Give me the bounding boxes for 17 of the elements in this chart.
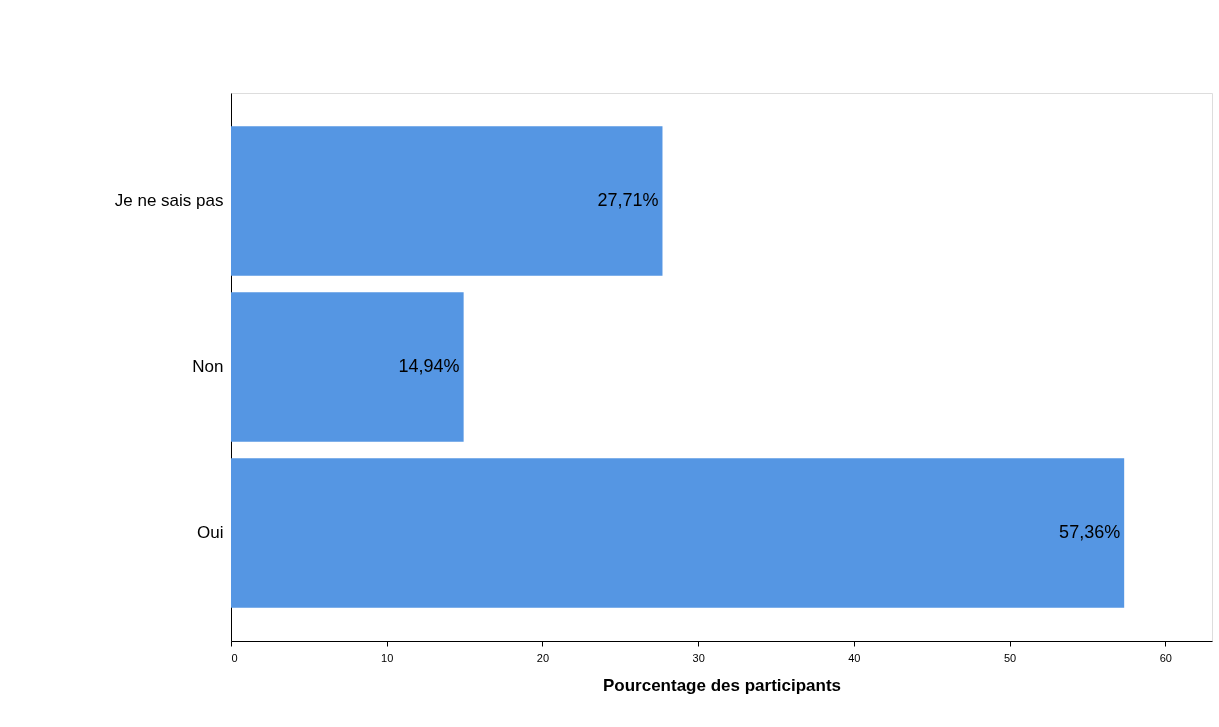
bar	[231, 458, 1125, 608]
x-tick-label: 20	[536, 651, 550, 664]
x-tick-label: 10	[381, 651, 394, 664]
data-label: 57,36%	[1059, 522, 1121, 543]
y-tick-label: Non	[192, 357, 224, 376]
y-tick-label: Je ne sais pas	[114, 190, 224, 210]
x-tick-label: 50	[1003, 651, 1017, 664]
bar	[231, 292, 464, 442]
data-label: 27,71%	[597, 189, 659, 210]
y-tick-label: Oui	[197, 523, 224, 543]
x-tick-label: 30	[692, 651, 705, 664]
x-tick-label: 0	[231, 651, 238, 664]
x-tick-label: 40	[848, 651, 861, 664]
data-label: 14,94%	[398, 356, 460, 376]
bar	[231, 126, 663, 276]
x-tick-label: 60	[1159, 651, 1172, 664]
x-axis-title: Pourcentage des participants	[602, 675, 842, 695]
